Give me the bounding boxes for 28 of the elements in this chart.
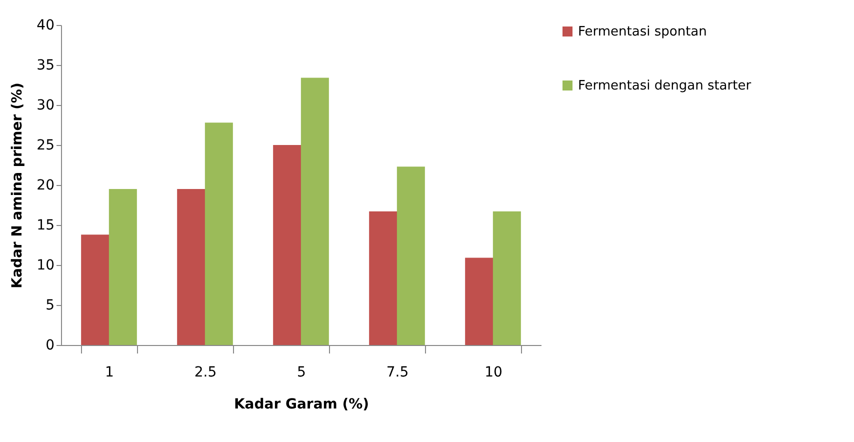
y-tick-label: 30 bbox=[36, 98, 54, 114]
x-tick-label: 1 bbox=[105, 364, 114, 380]
y-tick-label: 25 bbox=[36, 138, 54, 154]
bar bbox=[465, 258, 494, 345]
y-tick-label: 35 bbox=[36, 58, 54, 74]
bar bbox=[81, 234, 110, 345]
bar bbox=[204, 122, 233, 345]
bar bbox=[369, 211, 398, 345]
y-tick-label: 5 bbox=[46, 298, 54, 314]
bar bbox=[396, 166, 425, 345]
bar bbox=[300, 78, 329, 345]
bar bbox=[108, 189, 137, 345]
x-tick-label: 10 bbox=[484, 364, 502, 380]
x-tick-label: 7.5 bbox=[386, 364, 409, 380]
y-tick-label: 20 bbox=[36, 178, 54, 194]
bar bbox=[492, 211, 521, 345]
y-tick-label: 15 bbox=[36, 218, 54, 234]
y-tick-label: 0 bbox=[46, 338, 54, 354]
bar bbox=[273, 145, 302, 345]
y-tick-label: 40 bbox=[36, 18, 54, 34]
x-axis-title: Kadar Garam (%) bbox=[234, 396, 370, 412]
y-tick-label: 10 bbox=[36, 258, 54, 274]
x-tick-label: 2.5 bbox=[194, 364, 217, 380]
legend-label: Fermentasi dengan starter bbox=[578, 78, 752, 94]
bar bbox=[177, 189, 206, 345]
legend-label: Fermentasi spontan bbox=[578, 24, 707, 40]
y-axis-title: Kadar N amina primer (%) bbox=[10, 82, 26, 288]
x-tick-label: 5 bbox=[297, 364, 306, 380]
